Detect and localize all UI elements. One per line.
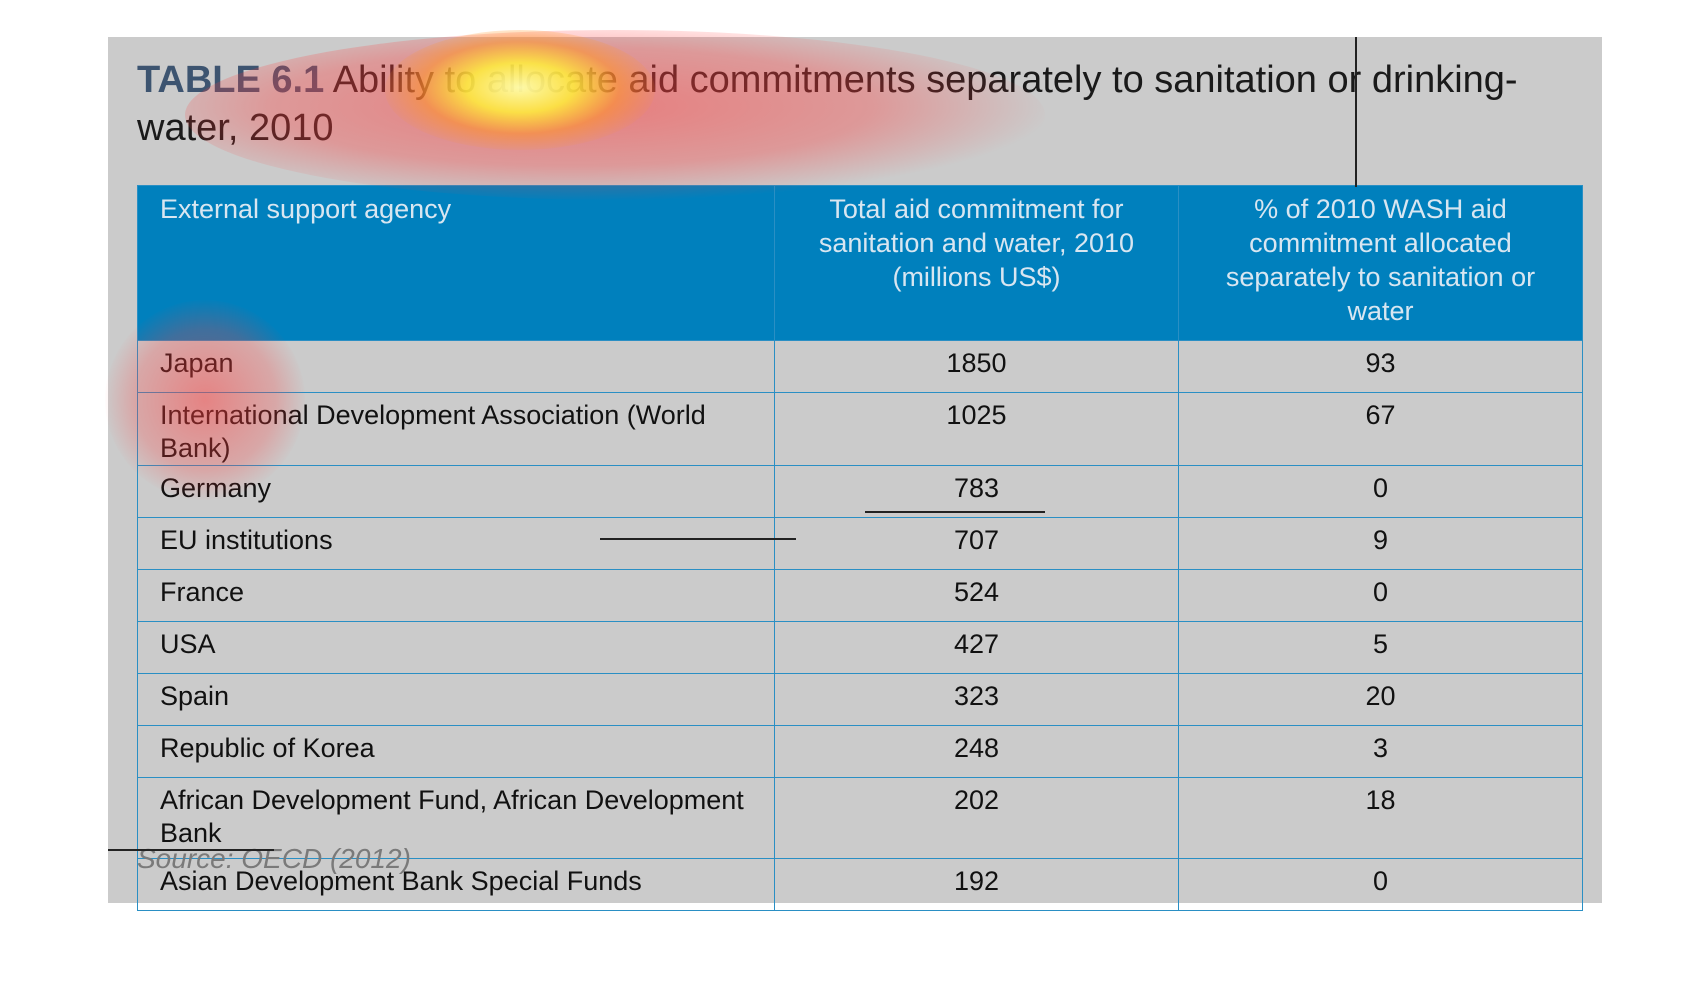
total-cell: 248: [773, 725, 1179, 778]
pct-cell: 18: [1177, 777, 1584, 859]
pct-cell: 67: [1177, 392, 1584, 466]
table-header-row: External support agency Total aid commit…: [137, 185, 1584, 341]
table-row: International Development Association (W…: [137, 392, 1584, 466]
agency-cell: International Development Association (W…: [137, 392, 775, 466]
table-row: USA 427 5: [137, 621, 1584, 674]
header-pct-allocated: % of 2010 WASH aid commitment allocated …: [1177, 185, 1584, 341]
text-cursor-line: [1355, 37, 1357, 187]
pct-cell: 0: [1177, 465, 1584, 518]
total-cell: 1025: [773, 392, 1179, 466]
source-note: Source: OECD (2012): [137, 843, 411, 874]
underline-mark: [108, 849, 274, 851]
pct-cell: 0: [1177, 569, 1584, 622]
agency-cell: Japan: [137, 340, 775, 393]
pct-cell: 0: [1177, 858, 1584, 911]
total-cell: 783: [773, 465, 1179, 518]
agency-cell: African Development Fund, African Develo…: [137, 777, 775, 859]
table-row: African Development Fund, African Develo…: [137, 777, 1584, 859]
table-row: Spain 323 20: [137, 673, 1584, 726]
header-total-aid: Total aid commitment for sanitation and …: [773, 185, 1179, 341]
agency-cell: EU institutions: [137, 517, 775, 570]
total-cell: 323: [773, 673, 1179, 726]
total-cell: 707: [773, 517, 1179, 570]
table-row: Republic of Korea 248 3: [137, 725, 1584, 778]
table-row: Asian Development Bank Special Funds 192…: [137, 858, 1584, 911]
total-cell: 524: [773, 569, 1179, 622]
table-number: TABLE 6.1: [137, 59, 325, 101]
total-cell: 1850: [773, 340, 1179, 393]
total-cell: 192: [773, 858, 1179, 911]
pct-cell: 93: [1177, 340, 1584, 393]
header-agency: External support agency: [137, 185, 775, 341]
pct-cell: 5: [1177, 621, 1584, 674]
table-row: Germany 783 0: [137, 465, 1584, 518]
pct-cell: 9: [1177, 517, 1584, 570]
table-row: France 524 0: [137, 569, 1584, 622]
total-cell: 427: [773, 621, 1179, 674]
underline-mark: [600, 538, 796, 540]
agency-cell: USA: [137, 621, 775, 674]
agency-cell: Spain: [137, 673, 775, 726]
table-title: TABLE 6.1 Ability to allocate aid commit…: [137, 56, 1597, 152]
table-row: Japan 1850 93: [137, 340, 1584, 393]
agency-cell: Republic of Korea: [137, 725, 775, 778]
table-caption: Ability to allocate aid commitments sepa…: [137, 59, 1518, 149]
underline-mark: [865, 511, 1045, 513]
table-row: EU institutions 707 9: [137, 517, 1584, 570]
agency-cell: Asian Development Bank Special Funds: [137, 858, 775, 911]
total-cell: 202: [773, 777, 1179, 859]
pct-cell: 3: [1177, 725, 1584, 778]
agency-cell: Germany: [137, 465, 775, 518]
pct-cell: 20: [1177, 673, 1584, 726]
agency-cell: France: [137, 569, 775, 622]
aid-commitment-table: External support agency Total aid commit…: [137, 185, 1584, 911]
